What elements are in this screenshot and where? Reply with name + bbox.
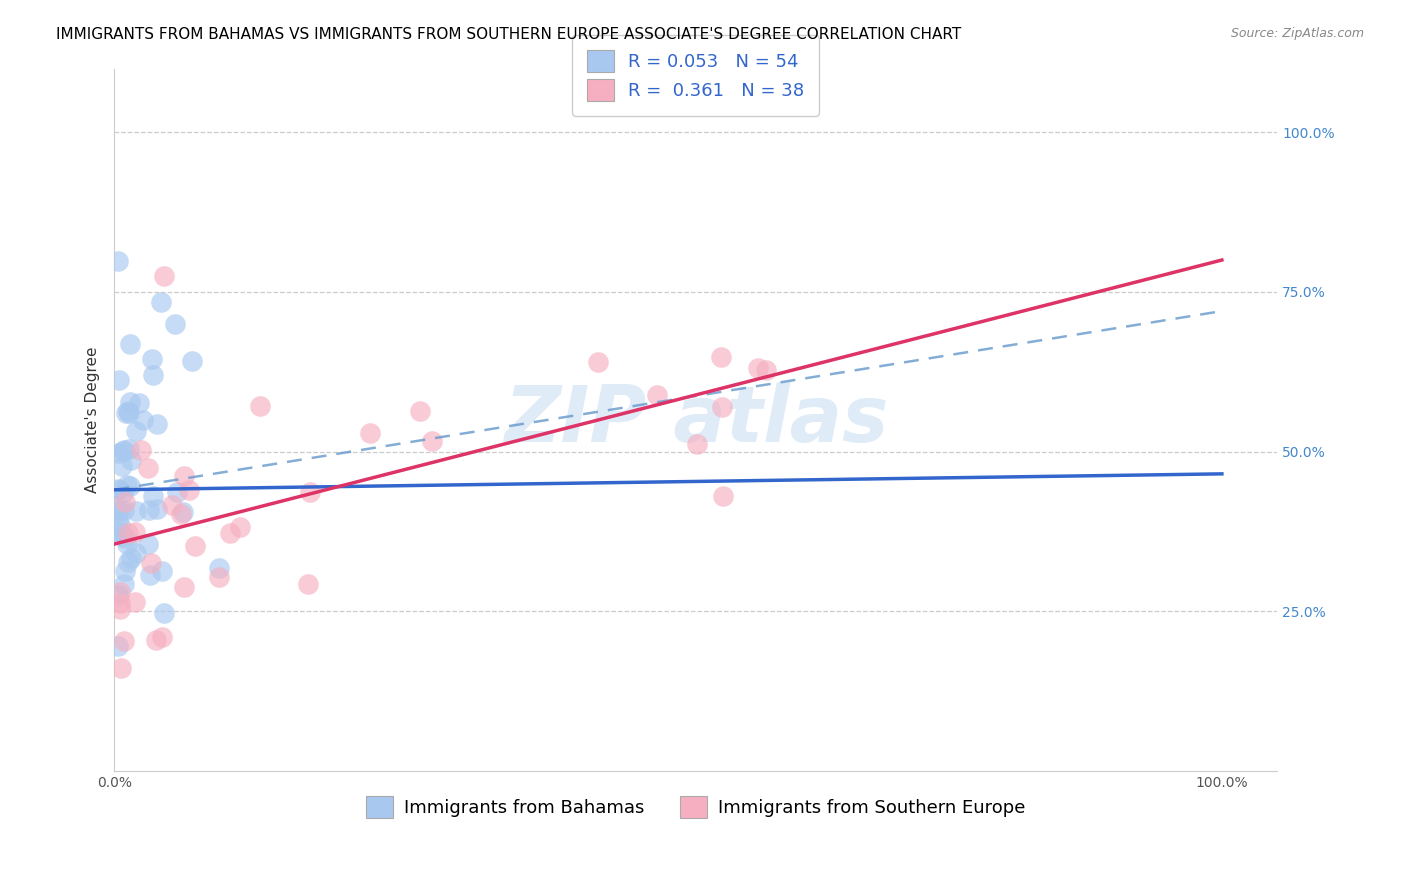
Point <box>136 460 159 475</box>
Point <box>115 537 138 551</box>
Point <box>139 568 162 582</box>
Point <box>107 482 129 496</box>
Point <box>179 483 201 498</box>
Point <box>142 489 165 503</box>
Point <box>172 505 194 519</box>
Point <box>710 401 733 415</box>
Point <box>108 517 131 532</box>
Point <box>115 478 138 492</box>
Point <box>107 513 129 527</box>
Point <box>108 596 131 610</box>
Point <box>118 442 141 457</box>
Point <box>117 526 139 541</box>
Point <box>117 403 139 417</box>
Point <box>136 536 159 550</box>
Point <box>132 413 155 427</box>
Point <box>124 595 146 609</box>
Point <box>111 529 134 543</box>
Point <box>131 442 153 457</box>
Point <box>297 577 319 591</box>
Point <box>170 507 193 521</box>
Point <box>165 317 187 331</box>
Point <box>120 478 142 492</box>
Point <box>118 336 141 351</box>
Point <box>173 580 195 594</box>
Point <box>108 373 131 387</box>
Point <box>686 437 709 451</box>
Point <box>219 525 242 540</box>
Point <box>108 585 131 599</box>
Point <box>120 551 142 566</box>
Point <box>125 504 148 518</box>
Point <box>145 501 167 516</box>
Point <box>747 360 769 375</box>
Point <box>125 424 148 438</box>
Point <box>107 445 129 459</box>
Point <box>112 634 135 648</box>
Point <box>117 555 139 569</box>
Y-axis label: Associate's Degree: Associate's Degree <box>86 346 100 493</box>
Point <box>588 355 610 369</box>
Point <box>153 268 176 283</box>
Point <box>166 485 188 500</box>
Point <box>146 417 169 431</box>
Point <box>141 352 163 367</box>
Point <box>118 406 141 420</box>
Point <box>112 444 135 458</box>
Point <box>228 520 250 534</box>
Point <box>138 502 160 516</box>
Point <box>115 406 138 420</box>
Point <box>124 524 146 539</box>
Point <box>118 394 141 409</box>
Point <box>152 631 174 645</box>
Point <box>420 434 443 448</box>
Point <box>645 388 668 402</box>
Point <box>208 570 231 584</box>
Point <box>150 564 173 578</box>
Point <box>181 354 204 368</box>
Point <box>107 524 129 539</box>
Text: IMMIGRANTS FROM BAHAMAS VS IMMIGRANTS FROM SOUTHERN EUROPE ASSOCIATE'S DEGREE CO: IMMIGRANTS FROM BAHAMAS VS IMMIGRANTS FR… <box>56 27 962 42</box>
Point <box>108 601 131 615</box>
Point <box>112 503 135 517</box>
Point <box>249 399 271 413</box>
Point <box>409 403 432 417</box>
Point <box>208 560 231 574</box>
Point <box>107 588 129 602</box>
Text: ZIP atlas: ZIP atlas <box>503 382 889 458</box>
Point <box>713 489 735 503</box>
Point <box>114 531 136 545</box>
Point <box>114 564 136 578</box>
Point <box>145 633 167 648</box>
Point <box>149 294 172 309</box>
Point <box>710 350 733 364</box>
Point <box>112 576 135 591</box>
Point <box>112 485 135 500</box>
Point <box>755 363 778 377</box>
Point <box>142 368 165 382</box>
Point <box>111 459 134 474</box>
Point <box>107 639 129 653</box>
Point <box>184 539 207 553</box>
Point <box>114 495 136 509</box>
Point <box>359 425 381 440</box>
Point <box>173 468 195 483</box>
Text: Source: ZipAtlas.com: Source: ZipAtlas.com <box>1230 27 1364 40</box>
Point <box>114 442 136 457</box>
Point <box>298 485 321 500</box>
Point <box>107 503 129 517</box>
Point <box>107 483 129 497</box>
Point <box>110 661 132 675</box>
Legend: Immigrants from Bahamas, Immigrants from Southern Europe: Immigrants from Bahamas, Immigrants from… <box>359 789 1033 825</box>
Point <box>107 503 129 517</box>
Point <box>107 253 129 268</box>
Point <box>153 606 176 620</box>
Point <box>125 546 148 560</box>
Point <box>120 452 142 467</box>
Point <box>160 498 183 512</box>
Point <box>139 556 162 570</box>
Point <box>128 396 150 410</box>
